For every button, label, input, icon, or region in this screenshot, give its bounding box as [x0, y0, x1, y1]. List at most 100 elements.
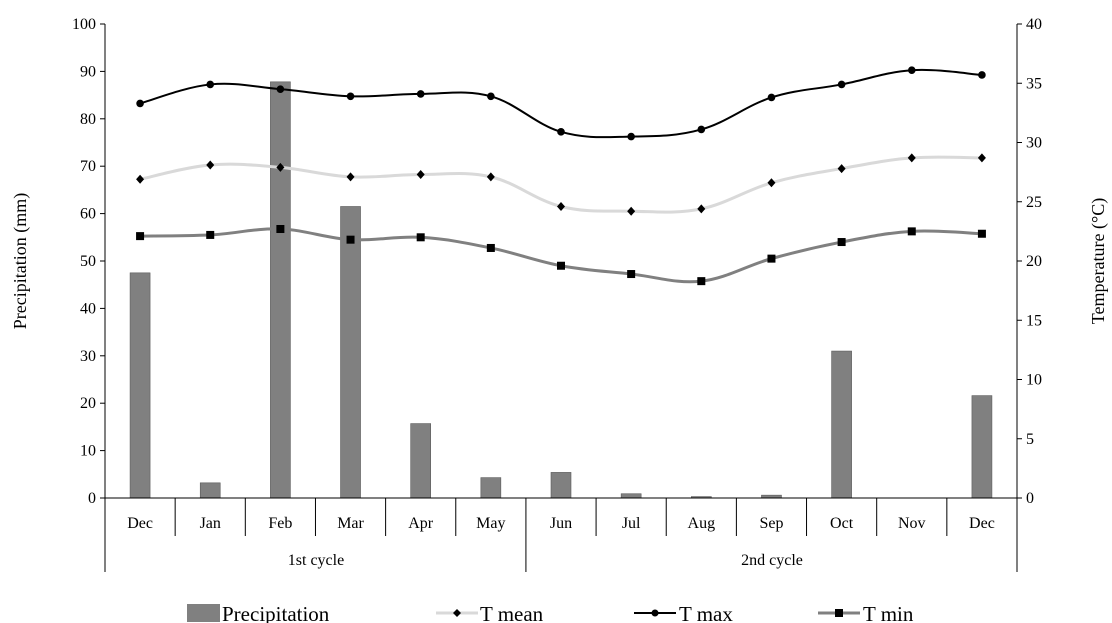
t-mean-marker	[557, 201, 565, 211]
y-right-tick-label: 15	[1026, 312, 1042, 329]
t-min-marker	[206, 230, 215, 239]
t-max-marker	[487, 92, 495, 101]
t-min-marker	[977, 229, 986, 238]
t-mean-marker	[346, 172, 355, 182]
x-tick-label: Jan	[200, 515, 221, 532]
group-label-1: 1st cycle	[288, 552, 344, 569]
x-tick-label: Aug	[688, 515, 716, 532]
x-tick-label: Sep	[759, 515, 783, 532]
x-tick-label: Jul	[622, 515, 641, 532]
x-tick-label: May	[476, 515, 505, 532]
y-left-tick-label: 70	[80, 158, 96, 175]
precipitation-bar	[340, 206, 361, 499]
legend-tmin-label: T min	[863, 602, 914, 623]
precipitation-bar	[129, 272, 151, 499]
y-left-axis-title: Precipitation (mm)	[10, 193, 31, 329]
t-max-marker	[346, 92, 355, 101]
tick-labels: 0 10 20 30 40 50 60 70 80 90 100 0 5 10 15 20 25 30 35 40 De…	[72, 16, 1042, 532]
precipitation-bar	[270, 81, 291, 499]
y-left-tick-label: 100	[72, 16, 96, 33]
t-max-marker	[206, 80, 215, 89]
t-max-marker	[416, 90, 425, 98]
t-mean-marker	[416, 169, 425, 179]
t-mean-marker	[136, 174, 145, 184]
t-max-marker	[767, 93, 776, 102]
t-mean-marker	[206, 160, 215, 170]
y-right-tick-label: 25	[1026, 194, 1042, 211]
x-tick-label: Dec	[969, 515, 995, 532]
t-max-marker	[627, 132, 635, 141]
precipitation-bar	[199, 482, 221, 499]
y-left-tick-label: 20	[80, 395, 96, 412]
precipitation-bar	[410, 423, 431, 499]
y-right-tick-label: 20	[1026, 253, 1042, 270]
t-mean-marker	[767, 178, 776, 188]
t-min-marker	[907, 227, 916, 236]
t-min-marker	[276, 225, 285, 234]
legend-tmean-marker	[453, 609, 461, 617]
x-tick-label: Dec	[127, 515, 153, 532]
t-min-marker	[627, 270, 636, 279]
t-max-marker	[837, 80, 846, 89]
t-max-marker	[276, 85, 285, 93]
y-right-tick-label: 0	[1026, 490, 1034, 507]
x-tick-label: Mar	[337, 515, 364, 532]
y-left-tick-label: 60	[80, 206, 96, 223]
group-label-2: 2nd cycle	[741, 552, 803, 569]
t-min-marker	[767, 254, 776, 263]
t-mean-marker	[697, 204, 706, 214]
precipitation-bars	[129, 81, 993, 499]
y-left-tick-label: 80	[80, 111, 96, 128]
legend: Precipitation T mean T max T min	[187, 602, 914, 623]
y-right-axis-title: Temperature (°C)	[1088, 198, 1109, 324]
t-mean-marker	[276, 162, 285, 172]
t-mean-marker	[837, 164, 846, 174]
y-right-tick-label: 5	[1026, 431, 1034, 448]
t-min-line	[140, 227, 982, 284]
y-left-tick-label: 30	[80, 348, 96, 365]
legend-tmax-marker	[651, 609, 659, 617]
y-left-tick-label: 40	[80, 300, 96, 317]
t-max-marker	[557, 128, 565, 136]
t-max-marker	[978, 71, 986, 79]
legend-tmin-marker	[835, 609, 843, 617]
y-left-tick-label: 50	[80, 253, 96, 270]
precipitation-bar	[550, 472, 572, 499]
precipitation-bar	[971, 395, 993, 499]
temperature-lines	[136, 66, 986, 286]
precipitation-bar	[480, 477, 502, 499]
t-min-marker	[697, 277, 706, 286]
t-min-marker	[416, 233, 425, 242]
x-tick-label: Jun	[550, 515, 572, 532]
t-min-marker	[837, 238, 846, 247]
y-right-tick-label: 30	[1026, 135, 1042, 152]
y-right-tick-label: 10	[1026, 372, 1042, 389]
legend-precipitation-swatch	[187, 604, 220, 622]
t-mean-marker	[907, 153, 916, 163]
t-min-marker	[346, 235, 355, 244]
legend-precipitation-label: Precipitation	[222, 602, 330, 623]
t-max-line	[139, 68, 982, 139]
y-right-tick-label: 35	[1026, 75, 1042, 92]
t-mean-marker	[627, 206, 636, 216]
t-min-marker	[557, 261, 565, 270]
y-right-tick-label: 40	[1026, 16, 1042, 33]
precipitation-bar	[620, 493, 642, 499]
t-max-marker	[697, 125, 706, 134]
t-max-marker	[907, 66, 916, 75]
t-min-marker	[486, 243, 495, 252]
x-tick-label: Oct	[830, 515, 854, 532]
t-min-marker	[136, 232, 145, 241]
legend-tmax-label: T max	[679, 602, 733, 623]
x-tick-label: Apr	[408, 515, 434, 532]
t-mean-marker	[486, 172, 495, 182]
precipitation-bar	[831, 350, 852, 499]
x-tick-label: Feb	[268, 515, 292, 532]
y-left-tick-label: 0	[88, 490, 96, 507]
legend-tmean-label: T mean	[480, 602, 544, 623]
axes	[100, 23, 1022, 572]
y-left-tick-label: 10	[80, 443, 96, 460]
t-mean-marker	[977, 153, 986, 163]
x-tick-label: Nov	[898, 515, 926, 532]
